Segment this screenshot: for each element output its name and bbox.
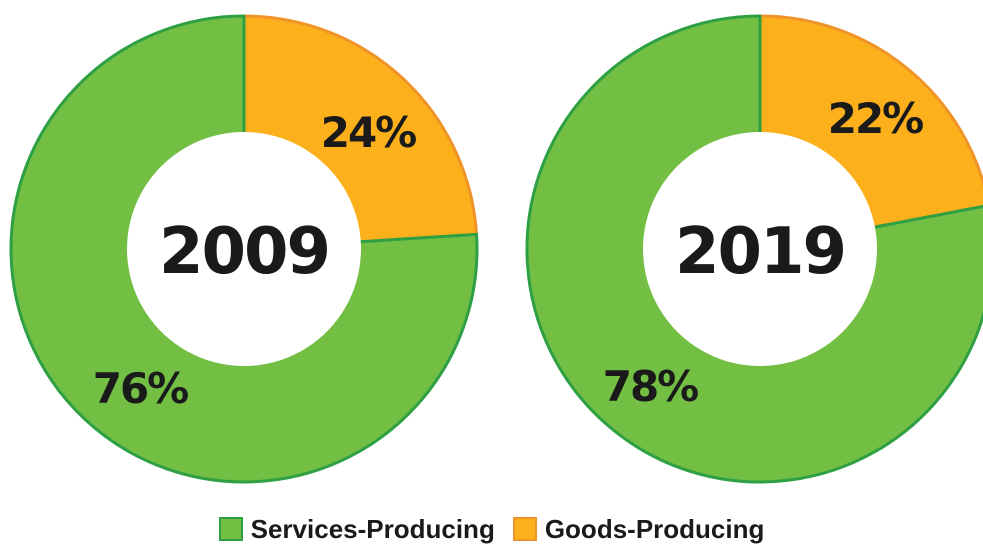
legend-item-services: Services-Producing xyxy=(218,513,495,545)
donut-chart-2019: 2019 22% 78% xyxy=(525,14,983,484)
data-label-goods: 24% xyxy=(321,108,416,157)
legend-swatch-goods xyxy=(512,517,537,541)
data-label-goods: 22% xyxy=(828,94,923,143)
chart-title: 2009 xyxy=(159,215,329,289)
data-label-services: 78% xyxy=(603,362,698,411)
donut-hole xyxy=(127,132,361,366)
legend: Services-Producing Goods-Producing xyxy=(0,512,983,546)
data-label-services: 76% xyxy=(93,364,188,413)
chart-title: 2019 xyxy=(675,215,845,289)
donut-chart-2009: 2009 24% 76% xyxy=(9,14,479,484)
donut-hole xyxy=(643,132,877,366)
legend-item-goods: Goods-Producing xyxy=(512,513,765,545)
legend-label-services: Services-Producing xyxy=(250,513,495,544)
legend-label-goods: Goods-Producing xyxy=(544,513,765,544)
legend-swatch-services xyxy=(218,517,243,541)
